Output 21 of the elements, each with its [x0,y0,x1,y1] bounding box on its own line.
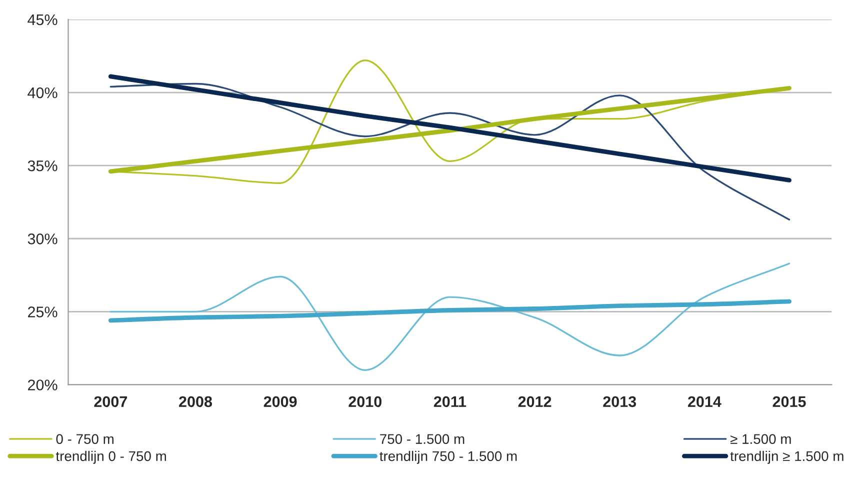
x-tick-label: 2007 [94,396,127,408]
legend-label: trendlijn 0 - 750 m [56,450,166,464]
x-tick-label: 2010 [348,396,382,408]
legend-label: 0 - 750 m [56,434,114,444]
legend-label: 750 - 1.500 m [380,434,464,444]
x-tick-label: 2013 [603,396,636,408]
legend-label: trendlijn 750 - 1.500 m [380,450,517,464]
legend-label: trendlijn ≥ 1.500 m [730,450,844,464]
x-tick-label: 2014 [688,396,722,408]
x-tick-label: 2008 [179,396,212,408]
legend-label: ≥ 1.500 m [730,434,791,444]
y-tick-label: 35% [28,160,58,172]
y-tick-label: 45% [28,14,58,26]
y-tick-label: 25% [28,306,58,318]
x-tick-label: 2011 [434,396,466,408]
x-tick-label: 2009 [264,396,297,408]
y-tick-label: 30% [28,234,58,244]
y-tick-label: 40% [28,87,58,98]
x-tick-label: 2012 [518,396,552,408]
y-tick-label: 20% [28,380,58,390]
x-tick-label: 2015 [772,396,806,408]
